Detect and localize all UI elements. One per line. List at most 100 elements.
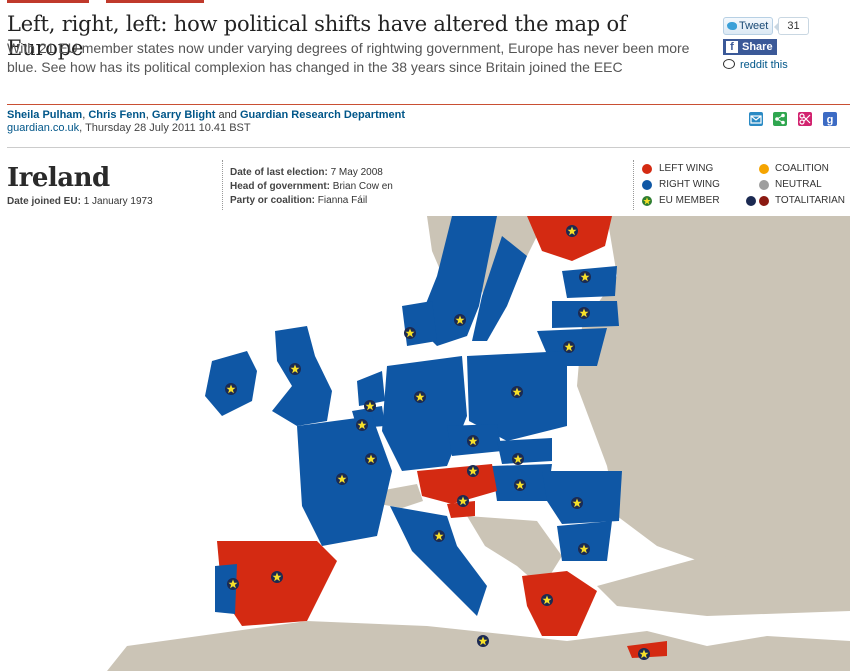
top-accent-segment: [106, 0, 204, 3]
eu-star-icon: [477, 635, 489, 647]
eu-member-star-icon: [642, 196, 652, 206]
email-icon[interactable]: [749, 112, 763, 126]
tweet-button[interactable]: Tweet: [723, 17, 773, 35]
land-east: [577, 216, 850, 611]
twitter-bird-icon: [727, 22, 737, 30]
facebook-icon: f: [726, 41, 738, 53]
country-slovakia: [497, 438, 552, 464]
tweet-label: Tweet: [739, 20, 769, 32]
country-finland: [527, 216, 612, 261]
eu-star-icon: [566, 225, 578, 237]
svg-text:g: g: [827, 114, 834, 126]
eu-star-icon: [364, 400, 376, 412]
legend-neutral: NEUTRAL: [775, 179, 822, 190]
totalitarian-swatch-a: [746, 196, 756, 206]
eu-star-icon: [514, 479, 526, 491]
top-accent-segment: [7, 0, 89, 3]
eu-star-icon: [579, 271, 591, 283]
eu-star-icon: [365, 453, 377, 465]
author-link[interactable]: Garry Blight: [151, 109, 216, 121]
google-icon[interactable]: g: [823, 112, 837, 126]
eu-star-icon: [225, 383, 237, 395]
legend-divider: [633, 160, 634, 210]
eu-star-icon: [227, 578, 239, 590]
clip-icon[interactable]: [798, 112, 812, 126]
eu-star-icon: [563, 341, 575, 353]
publish-date: , Thursday 28 July 2011 10.41 BST: [79, 122, 251, 134]
eu-star-icon: [467, 465, 479, 477]
last-election: Date of last election: 7 May 2008: [230, 167, 383, 178]
eu-star-icon: [467, 435, 479, 447]
eu-star-icon: [414, 391, 426, 403]
eu-star-icon: [512, 453, 524, 465]
author-link[interactable]: Chris Fenn: [88, 109, 146, 121]
land-balkans: [467, 516, 562, 588]
eu-star-icon: [511, 386, 523, 398]
country-bulgaria: [557, 521, 612, 561]
byline-and: and: [218, 109, 237, 121]
country-netherlands: [357, 371, 385, 406]
eu-star-icon: [289, 363, 301, 375]
eu-star-icon: [271, 571, 283, 583]
reddit-link[interactable]: reddit this: [723, 59, 788, 71]
party-or-coalition: Party or coalition: Fianna Fáil: [230, 195, 368, 206]
left-wing-swatch: [642, 164, 652, 174]
facebook-share-button[interactable]: f Share: [723, 39, 777, 55]
article-headline: Left, right, left: how political shifts …: [7, 12, 627, 60]
land-switzerland: [379, 484, 423, 508]
author-link[interactable]: Sheila Pulham: [7, 109, 83, 121]
top-accent-bar: [0, 0, 855, 4]
eu-star-icon: [578, 307, 590, 319]
eu-star-icon: [404, 327, 416, 339]
eu-member-stars: [225, 225, 650, 660]
eu-star-icon: [578, 543, 590, 555]
country-greece: [522, 571, 597, 636]
right-wing-swatch: [642, 180, 652, 190]
date-joined: Date joined EU: 1 January 1973: [7, 196, 153, 207]
eu-star-icon: [457, 495, 469, 507]
eu-star-icon: [541, 594, 553, 606]
legend-totalitarian: TOTALITARIAN: [775, 195, 846, 206]
info-divider: [222, 160, 223, 210]
section-divider: [7, 147, 850, 148]
europe-political-map[interactable]: [7, 216, 850, 671]
dateline: guardian.co.uk, Thursday 28 July 2011 10…: [7, 122, 251, 134]
facebook-share-label: Share: [742, 41, 773, 53]
tweet-count: 31: [774, 17, 809, 35]
country-estonia: [562, 266, 617, 298]
site-link[interactable]: guardian.co.uk: [7, 122, 80, 134]
legend-right-wing: RIGHT WING: [659, 179, 720, 190]
country-romania: [542, 471, 622, 524]
header-divider: [7, 104, 850, 105]
eu-star-icon: [454, 314, 466, 326]
legend-left-wing: LEFT WING: [659, 163, 714, 174]
head-of-government: Head of government: Brian Cow en: [230, 181, 393, 192]
land-africa: [107, 621, 850, 671]
share-icon[interactable]: [773, 112, 787, 126]
legend-coalition: COALITION: [775, 163, 829, 174]
country-name: Ireland: [7, 163, 110, 193]
country-uk: [272, 326, 332, 426]
country-sweden: [472, 236, 527, 341]
country-italy: [390, 506, 487, 616]
country-slovenia: [447, 501, 475, 518]
land-turkey: [597, 556, 850, 616]
country-denmark: [402, 301, 437, 346]
eu-star-icon: [356, 419, 368, 431]
author-link[interactable]: Guardian Research Department: [239, 109, 406, 121]
country-spain: [217, 541, 337, 626]
country-germany: [382, 356, 467, 471]
legend-eu-member: EU MEMBER: [659, 195, 720, 206]
eu-star-icon: [638, 648, 650, 660]
byline: Sheila Pulham, Chris Fenn, Garry Blight …: [7, 109, 406, 121]
coalition-swatch: [759, 164, 769, 174]
neutral-swatch: [759, 180, 769, 190]
article-standfirst: With 21 EU member states now under varyi…: [7, 40, 690, 75]
totalitarian-swatch-b: [759, 196, 769, 206]
reddit-label: reddit this: [740, 59, 788, 71]
eu-star-icon: [571, 497, 583, 509]
country-portugal: [215, 564, 237, 614]
country-norway: [417, 216, 497, 346]
eu-star-icon: [433, 530, 445, 542]
eu-star-icon: [336, 473, 348, 485]
